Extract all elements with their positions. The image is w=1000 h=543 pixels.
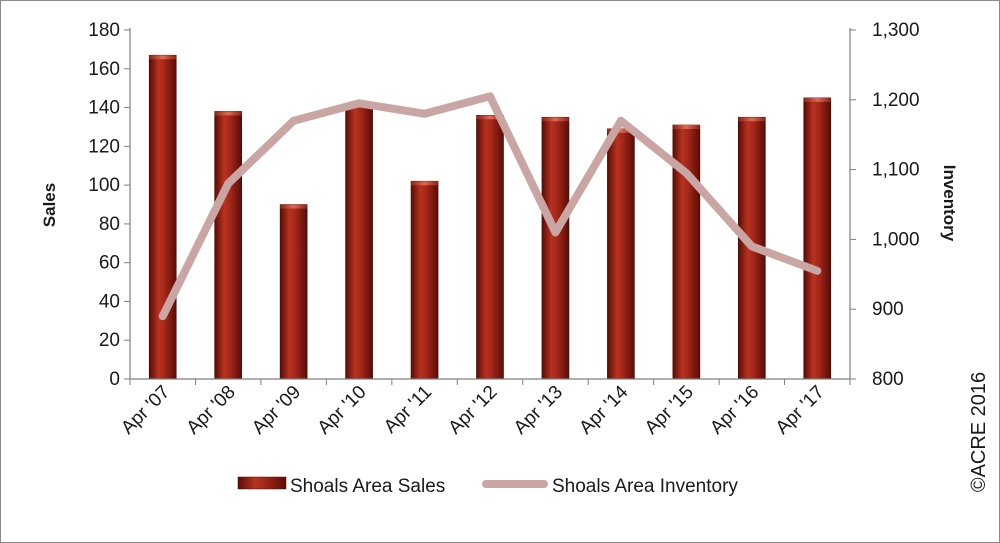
x-axis-ticks: Apr '07 Apr '08 Apr '09 Apr '10 Apr '11 Apr '… [117,379,851,439]
left-tick-label: 80 [99,214,120,235]
x-tick-label: Apr '12 [445,382,502,439]
bar-2 [279,204,308,380]
bar-5 [476,115,504,380]
bar-top [738,117,766,122]
bar-3 [345,103,373,380]
x-tick-label: Apr '17 [772,382,829,439]
axes [129,28,851,380]
left-tick-label: 60 [99,253,120,274]
right-tick-label: 1,100 [872,160,920,181]
bar-top [607,128,635,133]
bar-body [148,54,177,380]
bar-top [411,181,439,186]
bar-7 [607,128,635,380]
bar-top [672,125,700,130]
x-tick-label: Apr '08 [183,382,240,439]
x-tick-label: Apr '15 [641,382,698,439]
inventory-line-layer [158,92,822,321]
right-tick-label: 1,300 [872,20,920,41]
right-tick-label: 800 [872,369,904,390]
left-axis-ticks: 0 20 40 60 80 100 120 140 160 180 [88,20,130,390]
bar-top [149,55,177,60]
x-tick-label: Apr '10 [314,382,371,439]
bar-body [803,97,832,380]
bar-1 [214,111,242,380]
legend-swatch-sales [237,476,287,490]
bar-body [345,103,373,380]
right-axis-ticks: 800 900 1,000 1,100 1,200 1,300 [850,20,920,390]
bar-top [541,117,569,122]
right-tick-label: 1,000 [872,229,920,250]
right-tick-label: 1,200 [872,90,920,111]
x-tick-label: Apr '14 [575,381,632,438]
x-tick-label: Apr '13 [510,382,567,439]
bar-top [476,115,504,120]
bar-0 [148,54,177,380]
bar-10 [803,97,832,380]
legend: Shoals Area Sales Shoals Area Inventory [237,476,738,497]
x-tick-label: Apr '11 [380,382,436,438]
left-tick-label: 40 [99,291,120,312]
legend-label-sales: Shoals Area Sales [290,476,445,497]
bar-4 [410,180,439,380]
bar-body [214,111,242,380]
right-axis-title: Inventory [940,165,959,242]
left-tick-label: 0 [109,369,120,390]
left-tick-label: 100 [88,175,120,196]
left-tick-label: 180 [88,20,120,41]
bar-body [279,204,308,380]
left-axis-title: Sales [40,183,59,227]
bar-body [607,128,635,380]
copyright-text: ©ACRE 2016 [968,372,990,492]
bar-6 [541,116,570,380]
bar-top [280,204,308,209]
left-tick-label: 20 [99,330,120,351]
legend-label-inventory: Shoals Area Inventory [552,476,738,497]
bar-body [541,116,570,380]
x-tick-label: Apr '07 [117,382,174,439]
bar-body [410,180,439,380]
x-tick-label: Apr '09 [248,382,305,439]
left-tick-label: 160 [88,59,120,80]
left-tick-label: 120 [88,136,120,157]
left-tick-label: 140 [88,98,120,119]
x-tick-label: Apr '16 [706,382,763,439]
bar-body [476,115,504,380]
bar-top [803,97,831,102]
bar-top [214,111,242,116]
right-tick-label: 900 [872,299,904,320]
